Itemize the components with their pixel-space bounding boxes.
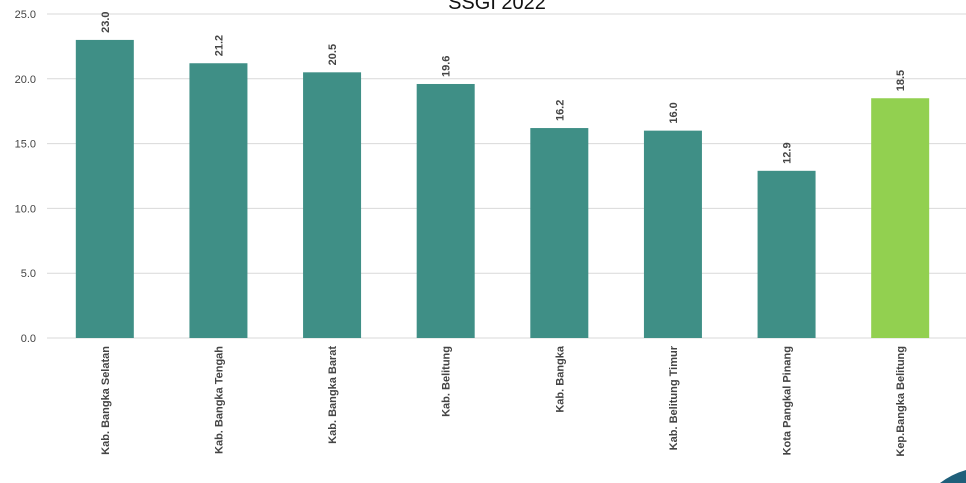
gridlines [47,13,966,339]
category-label: Kab. Belitung Timur [668,345,680,450]
data-label: 12.9 [782,142,794,163]
y-tick-label: 25.0 [15,9,36,21]
category-label: Kab. Bangka Tengah [213,346,225,454]
data-labels: 23.0 21.2 20.5 19.6 16.2 16.0 12.9 18.5 [100,11,907,163]
data-label: 16.0 [668,102,680,123]
bar [416,83,475,338]
bar [530,128,589,338]
data-label: 19.6 [441,56,453,77]
bar [75,39,134,339]
category-label: Kab. Bangka Barat [327,346,339,444]
bar [303,72,362,338]
y-tick-label: 20.0 [15,74,36,86]
y-tick-label: 10.0 [15,203,36,215]
bar [189,63,248,339]
bar [643,130,702,338]
y-tick-label: 5.0 [21,268,36,280]
category-label: Kep.Bangka Belitung [895,346,907,457]
data-label: 21.2 [213,35,225,56]
data-label: 16.2 [554,100,566,121]
y-axis-ticks: 0.0 5.0 10.0 15.0 20.0 25.0 [15,9,36,345]
category-label: Kab. Belitung [441,346,453,417]
chart-title: SSGI 2022 [448,0,546,14]
data-label: 23.0 [100,11,112,32]
y-tick-label: 0.0 [21,333,36,345]
y-tick-label: 15.0 [15,139,36,151]
category-label: Kab. Bangka Selatan [100,346,112,455]
category-label: Kota Pangkal Pinang [782,346,794,455]
bars [75,39,930,339]
bar [757,170,816,338]
bar [871,98,930,339]
category-labels: Kab. Bangka Selatan Kab. Bangka Tengah Kab… [100,345,907,456]
data-label: 18.5 [895,70,907,91]
corner-accent-shape [940,470,966,483]
data-label: 20.5 [327,44,339,65]
category-label: Kab. Bangka [554,345,566,413]
